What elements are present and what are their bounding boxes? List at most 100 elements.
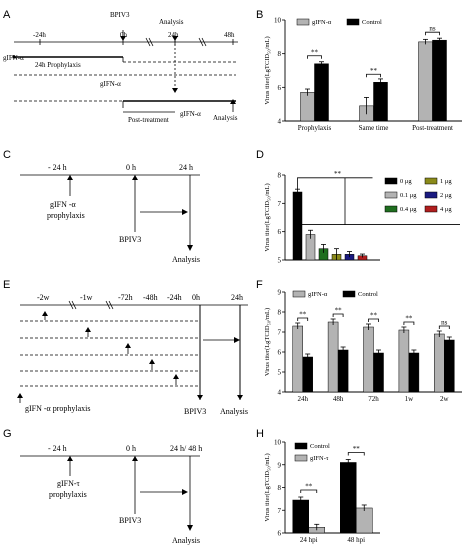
- chart-h-ytick-label: 6: [278, 530, 282, 538]
- chart-f-bar: [434, 333, 445, 393]
- e-tick-m24h: -24h: [167, 293, 182, 302]
- chart-f-sig-label: **: [335, 307, 343, 315]
- a-tick-0h: 0h: [120, 31, 128, 39]
- chart-h-ytick-label: 9: [278, 461, 282, 469]
- chart-f-bar: [408, 352, 420, 393]
- chart-f-bar: [302, 356, 313, 393]
- chart-b: 4 6 8 10 Virus titer(LgTCID₅₀/mL) Prophylaxis…: [264, 17, 462, 132]
- chart-f-sig-label: ns: [441, 319, 448, 327]
- panel-a-arrowheads: [12, 36, 236, 104]
- chart-f-ytick-label: 6: [278, 349, 282, 357]
- chart-h-bar: [292, 499, 309, 534]
- chart-d-ylabel: Virus titer(LgTCID₅₀/mL): [264, 183, 271, 251]
- chart-d-legend-swatch: [424, 205, 438, 213]
- chart-b-legend-label: gIFN-α: [312, 19, 332, 26]
- chart-f-sig-bracket: [438, 325, 450, 329]
- chart-b-sig-bracket: [425, 31, 440, 36]
- chart-f-sig-label: **: [405, 315, 413, 323]
- e-tick-m48h: -48h: [143, 293, 158, 302]
- panel-label-g: G: [3, 428, 12, 440]
- chart-b-ytick-label: 8: [278, 50, 282, 58]
- chart-d-legend-swatch: [384, 205, 398, 213]
- g-prophylaxis-label: prophylaxis: [49, 490, 87, 499]
- g-bpiv3-label: BPIV3: [119, 516, 141, 525]
- chart-f-xtick-label: 1w: [405, 395, 415, 403]
- chart-b-ytick-label: 10: [274, 17, 282, 25]
- chart-b-bar: [300, 92, 315, 122]
- chart-d-legend-swatch: [384, 191, 398, 199]
- a-tick-48h: 48h: [224, 31, 235, 39]
- chart-f-xtick-label: 24h: [297, 395, 308, 403]
- panel-label-a: A: [3, 9, 11, 21]
- a-gifn-row3: gIFN-α: [100, 80, 121, 88]
- g-gifn-label: gIFN-τ: [57, 479, 81, 488]
- chart-f-sig-label: **: [370, 312, 378, 320]
- chart-f-sig-label: **: [299, 311, 307, 319]
- chart-b-ylabel: Virus titer(LgTCID₅₀/mL): [264, 36, 271, 104]
- chart-d-legend-label: 0.1 μg: [400, 192, 417, 199]
- chart-h-xtick-label: 24 hpi: [300, 536, 318, 544]
- g-analysis-label: Analysis: [172, 536, 200, 545]
- chart-b-xtick-label: Prophylaxis: [298, 124, 332, 132]
- chart-f-ylabel: Virus titer(LgTCID₅₀/mL): [264, 308, 271, 376]
- chart-f-xtick-label: 2w: [440, 395, 450, 403]
- c-tick-24: 24 h: [179, 163, 193, 172]
- chart-b-legend-label: Control: [362, 19, 382, 26]
- a-tick-24h: 24h: [168, 31, 179, 39]
- chart-d-sig-label: **: [334, 170, 342, 178]
- chart-f-bar: [337, 349, 349, 393]
- panel-g-schematic: [20, 455, 200, 530]
- chart-f-ytick-label: 9: [278, 289, 282, 297]
- e-tick-m72h: -72h: [118, 293, 133, 302]
- c-analysis-label: Analysis: [172, 255, 200, 264]
- e-tick-m2w: -2w: [37, 293, 50, 302]
- chart-f-bar: [327, 321, 339, 393]
- panel-label-b: B: [256, 9, 263, 21]
- chart-h-legend-swatch: [294, 442, 308, 450]
- chart-f-bar: [373, 352, 384, 393]
- chart-h-bar: [340, 462, 357, 534]
- panel-label-c: C: [3, 149, 11, 161]
- chart-f-bar: [444, 339, 455, 393]
- panel-label-d: D: [256, 149, 264, 161]
- panel-label-h: H: [256, 428, 264, 440]
- chart-b-legend-swatch: [346, 18, 360, 26]
- chart-f-ytick-label: 4: [278, 389, 282, 397]
- chart-f-ytick-label: 8: [278, 309, 282, 317]
- chart-d-legend-swatch: [384, 177, 398, 185]
- chart-b-sig-bracket: [307, 55, 322, 59]
- chart-b-xtick-label: Post-treatment: [412, 124, 453, 132]
- a-prophylaxis-label: 24h Prophylaxis: [35, 61, 81, 69]
- c-gifn-label: gIFN -α: [50, 200, 77, 209]
- panel-c-arrowheads: [67, 175, 193, 251]
- e-tick-m1w: -1w: [80, 293, 93, 302]
- chart-b-sig-bracket: [366, 73, 381, 78]
- chart-f-legend-swatch: [292, 290, 306, 298]
- chart-f-sig-bracket: [403, 321, 415, 325]
- chart-d-bar: [292, 191, 303, 261]
- chart-b-bar: [418, 41, 433, 122]
- panel-e-arrowheads: [17, 311, 243, 400]
- chart-f-sig-bracket: [297, 317, 309, 321]
- a-gifn-row3b: gIFN-α: [180, 110, 201, 118]
- chart-b-bar: [373, 82, 388, 122]
- chart-b-sig-label: **: [370, 67, 378, 75]
- e-tick-24h: 24h: [231, 293, 243, 302]
- e-bpiv3-label: BPIV3: [184, 407, 206, 416]
- chart-h-ytick-label: 8: [278, 484, 282, 492]
- chart-d: 5 6 7 8 Virus titer(LgTCID₅₀/mL) ** 0 μg 1 μg 0.…: [264, 170, 460, 265]
- a-analysis-bottom: Analysis: [213, 114, 238, 122]
- chart-b-sig-label: **: [311, 48, 319, 56]
- chart-h-ytick-label: 10: [274, 439, 282, 447]
- chart-d-legend-swatch: [424, 191, 438, 199]
- g-tick-24-48: 24 h/ 48 h: [170, 444, 202, 453]
- chart-b-bar: [432, 39, 447, 122]
- c-prophylaxis-label: prophylaxis: [47, 211, 85, 220]
- chart-f-legend-swatch: [342, 290, 356, 298]
- chart-f-ytick-label: 7: [278, 329, 282, 337]
- chart-h-ylabel: Virus titer(LgTCID₅₀/mL): [264, 453, 271, 521]
- chart-d-legend-label: 0 μg: [400, 178, 412, 185]
- chart-h-bar: [356, 507, 373, 534]
- a-label-analysis-top: Analysis: [159, 18, 184, 26]
- chart-h-legend-label: gIFN-τ: [310, 455, 329, 462]
